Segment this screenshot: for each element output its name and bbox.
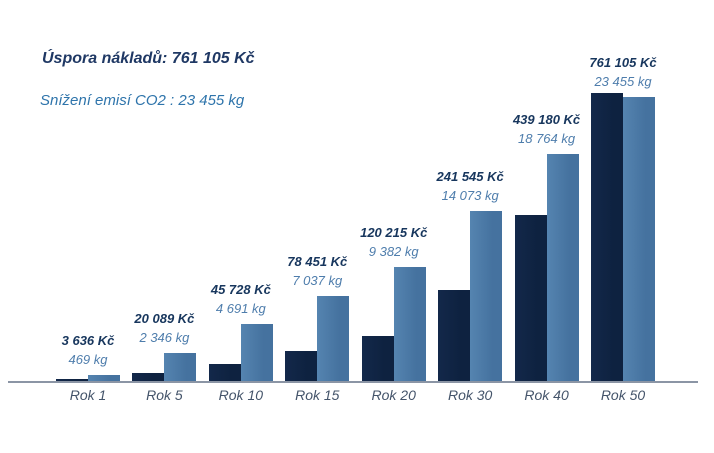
x-axis-line [8, 381, 698, 383]
bar-group: 20 089 Kč 2 346 kg [132, 0, 197, 381]
bar-group: 45 728 Kč 4 691 kg [208, 0, 273, 381]
value-label-block: 78 451 Kč 7 037 kg [287, 252, 347, 290]
co2-value-label: 4 691 kg [215, 301, 266, 317]
x-axis-tick-labels: Rok 1 Rok 5 Rok 10 Rok 15 Rok 20 Rok 30 Rok 40… [0, 387, 714, 407]
co2-value-label: 2 346 kg [139, 329, 190, 345]
co2-value-label: 469 kg [68, 352, 108, 368]
x-tick-label: Rok 5 [146, 387, 183, 403]
x-tick-label: Rok 30 [447, 387, 493, 403]
cost-value-label: 241 545 Kč [436, 168, 504, 184]
value-label-block: 45 728 Kč 4 691 kg [211, 280, 271, 318]
value-label-block: 761 105 Kč 23 455 kg [589, 53, 656, 91]
co2-value-label: 7 037 kg [292, 272, 343, 288]
co2-bar [393, 267, 426, 381]
cost-value-label: 439 180 Kč [512, 111, 581, 127]
co2-bar [623, 97, 655, 381]
x-tick-label: Rok 20 [371, 387, 416, 403]
co2-bar [164, 352, 197, 381]
co2-bar [317, 295, 350, 381]
co2-bar [470, 210, 503, 381]
bar-group: 78 451 Kč 7 037 kg [285, 0, 350, 381]
cost-bar [591, 93, 623, 381]
bar-group: 241 545 Kč 14 073 kg [437, 0, 504, 381]
bar-group: 761 105 Kč 23 455 kg [589, 0, 657, 381]
value-label-block: 241 545 Kč 14 073 kg [437, 167, 504, 205]
chart-title: Úspora nákladů: 761 105 Kč [42, 50, 255, 67]
cost-value-label: 45 728 Kč [210, 282, 271, 298]
cost-bar [208, 363, 241, 381]
plot-area: 3 636 Kč 469 kg 20 089 Kč 2 346 kg 45 728 Kč… [56, 0, 657, 381]
value-label-block: 439 180 Kč 18 764 kg [513, 110, 580, 148]
cost-bar [285, 351, 318, 381]
value-label-block: 3 636 Kč 469 kg [62, 331, 115, 369]
cost-bar [438, 289, 471, 381]
co2-bar [88, 375, 120, 381]
cost-bar [361, 335, 394, 381]
chart-subtitle: Snížení emisí CO2 : 23 455 kg [40, 92, 245, 109]
x-tick-label: Rok 40 [524, 387, 569, 403]
cost-bar [56, 378, 88, 381]
co2-bar [240, 324, 273, 381]
value-label-block: 20 089 Kč 2 346 kg [134, 309, 194, 347]
co2-value-label: 9 382 kg [368, 244, 419, 260]
co2-value-label: 14 073 kg [441, 187, 499, 203]
bar-group: 439 180 Kč 18 764 kg [513, 0, 580, 381]
bar-group: 120 215 Kč 9 382 kg [360, 0, 427, 381]
cost-value-label: 20 089 Kč [134, 310, 195, 326]
co2-bar [546, 153, 579, 381]
x-tick-label: Rok 15 [295, 387, 340, 403]
cost-value-label: 761 105 Kč [589, 55, 657, 70]
x-tick-label: Rok 50 [600, 387, 646, 403]
cost-bar [514, 214, 547, 381]
cost-bar [132, 373, 165, 381]
bar-group: 3 636 Kč 469 kg [56, 0, 120, 381]
x-tick-label: Rok 10 [218, 387, 264, 403]
x-tick-label: Rok 1 [69, 387, 107, 403]
cost-value-label: 3 636 Kč [61, 333, 115, 349]
cost-value-label: 78 451 Kč [287, 253, 348, 269]
co2-value-label: 18 764 kg [518, 130, 576, 146]
value-label-block: 120 215 Kč 9 382 kg [360, 223, 427, 261]
cost-value-label: 120 215 Kč [360, 225, 428, 241]
co2-value-label: 23 455 kg [594, 74, 652, 89]
